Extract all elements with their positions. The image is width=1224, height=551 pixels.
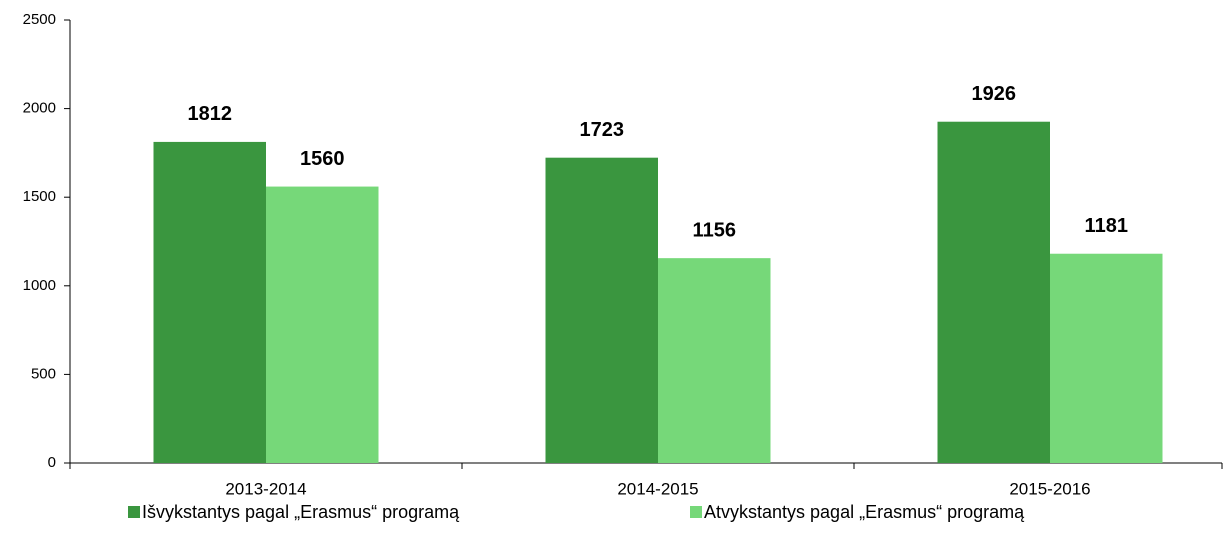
legend-swatch xyxy=(128,506,140,518)
legend-swatch xyxy=(690,506,702,518)
x-tick-label: 2015-2016 xyxy=(1009,479,1090,498)
y-tick-label: 1000 xyxy=(23,277,56,294)
value-label: 1812 xyxy=(188,103,233,125)
bar xyxy=(153,141,266,463)
x-tick-label: 2013-2014 xyxy=(225,479,306,498)
y-tick-label: 2000 xyxy=(23,100,56,117)
value-label: 1723 xyxy=(580,119,625,141)
value-label: 1156 xyxy=(693,219,736,241)
value-label: 1181 xyxy=(1085,215,1128,237)
y-tick-label: 2500 xyxy=(23,11,56,28)
bar xyxy=(658,258,771,463)
x-tick-label: 2014-2015 xyxy=(617,479,698,498)
y-tick-label: 0 xyxy=(48,454,56,471)
value-label: 1926 xyxy=(972,83,1017,105)
y-tick-label: 1500 xyxy=(23,188,56,205)
legend-label: Atvykstantys pagal „Erasmus“ programą xyxy=(704,502,1025,522)
bar xyxy=(937,121,1050,463)
legend-label: Išvykstantys pagal „Erasmus“ programą xyxy=(142,502,460,522)
bar xyxy=(266,186,379,463)
bar xyxy=(545,157,658,464)
value-label: 1560 xyxy=(300,148,345,170)
bar xyxy=(1050,253,1163,463)
y-tick-label: 500 xyxy=(31,365,56,382)
